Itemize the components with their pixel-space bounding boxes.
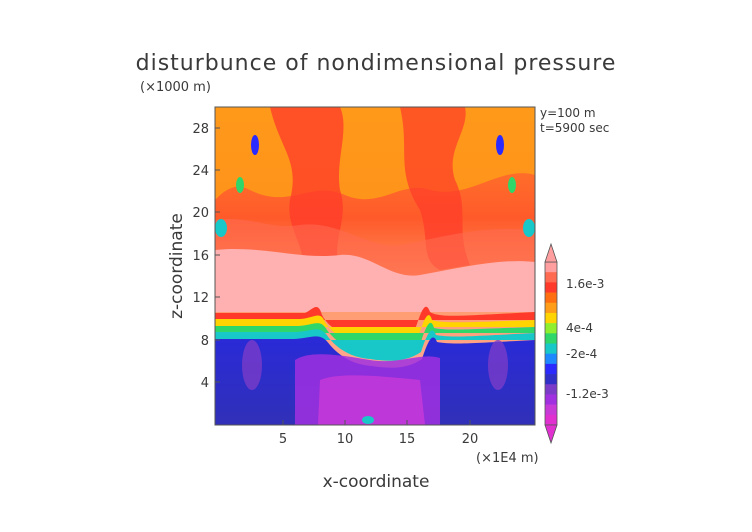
x-tick-label: 10 [337,432,354,447]
y-unit-label: (×1000 m) [140,80,211,95]
y-tick-label: 16 [192,249,209,264]
x-axis: 5 10 15 20 [279,420,478,447]
chart-title: disturbunce of nondimensional pressure [136,51,617,76]
y-tick-label: 8 [201,334,209,349]
annotation-t: t=5900 sec [540,121,609,135]
x-tick-label: 20 [462,432,479,447]
colorbar-swatch [545,414,557,426]
y-tick-label: 12 [192,291,209,306]
plot-frame [214,106,536,426]
colorbar: 1.6e-3 4e-4 -2e-4 -1.2e-3 [544,242,609,445]
x-tick-label: 15 [399,432,416,447]
colorbar-swatch [545,323,557,334]
colorbar-bottom-arrow [544,424,558,445]
colorbar-swatch [545,353,557,365]
x-tick-label: 5 [279,432,287,447]
x-axis-label: x-coordinate [323,472,430,492]
y-axis: 4 8 12 16 20 24 28 [192,122,220,391]
colorbar-label: -1.2e-3 [566,387,609,401]
colorbar-swatch [545,312,557,324]
colorbar-swatch [545,404,557,416]
colorbar-swatch [545,292,557,304]
annotation-y: y=100 m [540,106,596,120]
colorbar-swatch [545,272,557,283]
colorbar-swatch [545,363,557,375]
y-tick-label: 4 [201,376,209,391]
colorbar-top-arrow [544,242,558,263]
y-tick-label: 28 [192,122,209,137]
colorbar-swatches [544,261,558,426]
colorbar-swatch [545,384,557,395]
colorbar-swatch [545,333,557,344]
heatmap-field [215,107,535,425]
x-unit-label: (×1E4 m) [476,451,539,466]
colorbar-swatch [545,282,557,293]
y-tick-label: 24 [192,164,209,179]
colorbar-swatch [545,394,557,405]
colorbar-swatch [545,343,557,354]
colorbar-swatch [545,302,557,314]
colorbar-label: 1.6e-3 [566,277,604,291]
colorbar-swatch [545,374,557,385]
colorbar-label: -2e-4 [566,347,597,361]
y-tick-label: 20 [192,206,209,221]
colorbar-label: 4e-4 [566,321,593,335]
y-axis-label: z-coordinate [167,213,187,319]
colorbar-swatch [545,262,557,273]
